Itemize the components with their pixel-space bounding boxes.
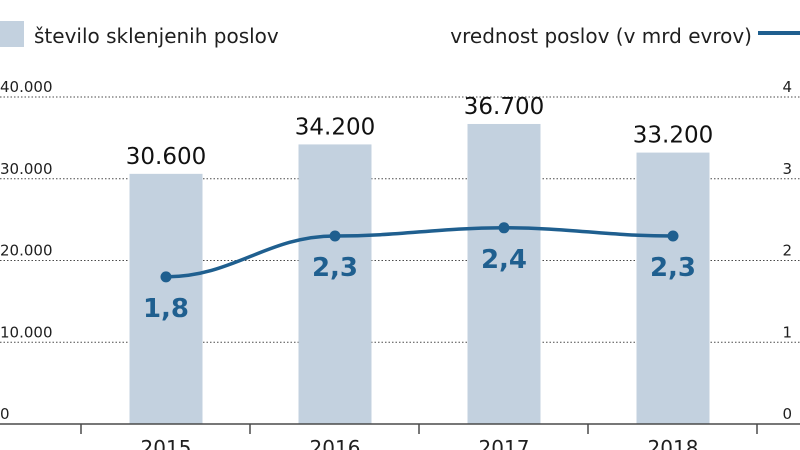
- y-right-tick-label: 0: [782, 405, 792, 423]
- bar: [298, 144, 372, 425]
- y-right-tick-label: 2: [782, 242, 792, 260]
- x-tick-label: 2015: [141, 436, 192, 450]
- line-value-label: 2,4: [481, 245, 527, 275]
- line-series: [160, 222, 679, 283]
- series-line: [165, 226, 674, 279]
- line-value-label: 2,3: [312, 253, 358, 283]
- x-tick-label: 2018: [648, 436, 699, 450]
- line-point: [329, 230, 341, 242]
- line-point: [667, 230, 679, 242]
- y-right-tick-label: 1: [782, 323, 792, 341]
- bar: [129, 173, 203, 424]
- bar: [467, 123, 541, 424]
- bars: [129, 123, 710, 425]
- line-value-label: 2,3: [650, 253, 696, 283]
- legend: število sklenjenih poslov vrednost poslo…: [0, 21, 800, 48]
- legend-line-label: vrednost poslov (v mrd evrov): [450, 24, 752, 48]
- legend-bar-swatch: [0, 21, 24, 47]
- bar-value-label: 34.200: [295, 114, 375, 140]
- x-tick-label: 2017: [479, 436, 530, 450]
- x-axis: 2015 2016 2017 2018: [0, 423, 800, 450]
- bar-value-label: 36.700: [464, 94, 544, 120]
- data-labels: 30.600 34.200 36.700 33.200 1,8 2,3 2,4 2,3: [126, 94, 713, 324]
- y-left-tick-label: 30.000: [0, 160, 53, 178]
- y-left-tick-label: 40.000: [0, 78, 53, 96]
- y-left-tick-label: 0: [0, 405, 10, 423]
- line-point: [160, 271, 172, 283]
- bar-value-label: 33.200: [633, 123, 713, 149]
- legend-bars-label: število sklenjenih poslov: [34, 24, 279, 48]
- y-left-tick-label: 20.000: [0, 242, 53, 260]
- bar-value-label: 30.600: [126, 144, 206, 170]
- y-right-tick-label: 4: [782, 78, 792, 96]
- y-right-tick-label: 3: [782, 160, 792, 178]
- line-point: [498, 222, 510, 234]
- line-value-label: 1,8: [143, 294, 189, 324]
- bar: [636, 152, 710, 424]
- x-tick-label: 2016: [310, 436, 361, 450]
- y-left-tick-label: 10.000: [0, 323, 53, 341]
